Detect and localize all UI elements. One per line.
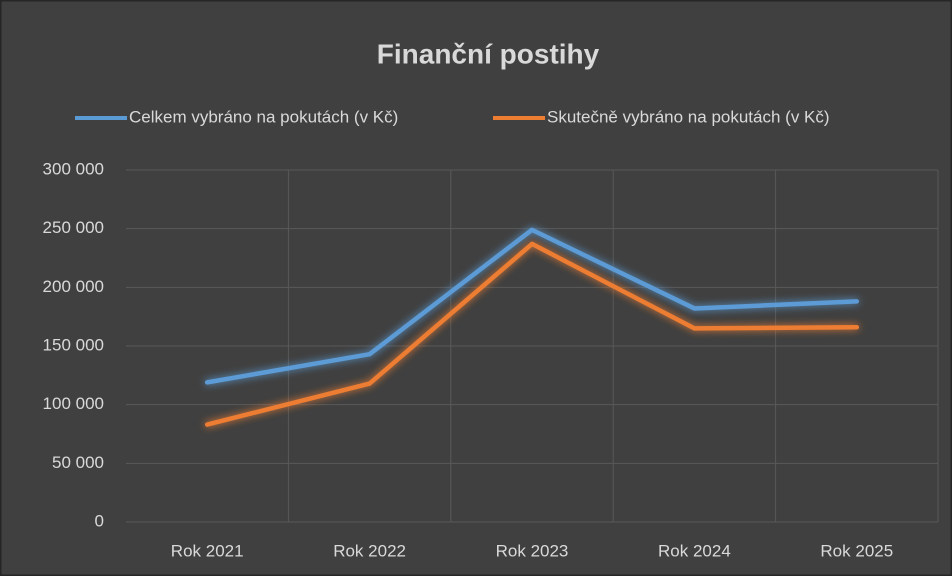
y-tick-label: 300 000 [43,159,104,178]
y-tick-label: 150 000 [43,335,104,354]
y-tick-label: 200 000 [43,277,104,296]
x-tick-label: Rok 2023 [496,541,569,560]
chart-title: Finanční postihy [377,38,600,69]
x-tick-label: Rok 2022 [333,541,406,560]
y-tick-label: 100 000 [43,394,104,413]
x-tick-label: Rok 2025 [820,541,893,560]
series-line [204,227,860,385]
series-line [204,241,860,427]
x-tick-label: Rok 2024 [658,541,731,560]
legend-label: Celkem vybráno na pokutách (v Kč) [129,107,398,126]
y-tick-label: 250 000 [43,218,104,237]
x-tick-label: Rok 2021 [171,541,244,560]
y-tick-label: 50 000 [52,453,104,472]
y-tick-label: 0 [95,511,104,530]
legend-label: Skutečně vybráno na pokutách (v Kč) [547,107,830,126]
